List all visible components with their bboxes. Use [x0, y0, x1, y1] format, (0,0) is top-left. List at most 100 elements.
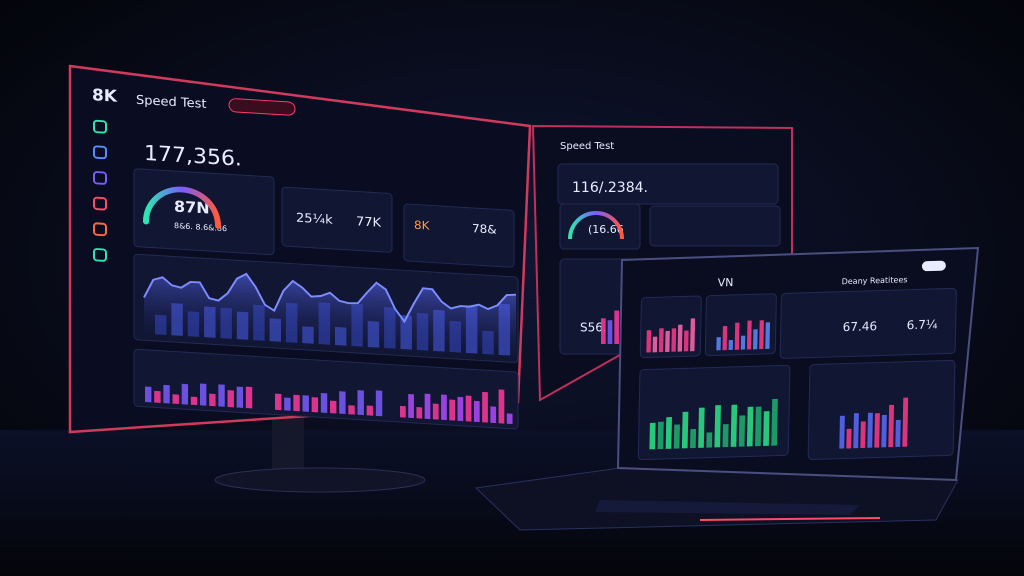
decor-bar — [763, 411, 770, 446]
decor-bar — [730, 404, 738, 447]
laptop-screen: VN Deany Reatitees 67.46 6.7¼ — [637, 260, 957, 461]
side-app-title: Speed Test — [560, 141, 614, 152]
decor-bar — [339, 391, 346, 415]
decor-bar — [698, 407, 705, 448]
decor-bar — [753, 329, 758, 350]
decor-bar — [236, 386, 244, 408]
decor-bar — [449, 399, 456, 421]
laptop-label: VN — [718, 276, 734, 289]
decor-bar — [473, 400, 480, 423]
decor-bar — [408, 394, 414, 419]
decor-bar — [181, 383, 189, 405]
decor-bar — [846, 428, 852, 449]
decor-bar — [746, 320, 752, 350]
decor-bar — [209, 393, 216, 407]
decor-bar — [432, 403, 439, 420]
decor-bar — [311, 397, 319, 413]
decor-bar — [714, 405, 721, 448]
panel-title: Deany Reatitees — [842, 275, 908, 286]
decor-bar — [200, 383, 207, 406]
decor-bar — [601, 318, 606, 344]
card — [779, 287, 957, 359]
nav-icon — [93, 171, 107, 185]
decor-bar — [690, 318, 696, 352]
gauge-arc — [568, 211, 624, 240]
decor-bar — [357, 390, 364, 416]
side-gauge-value: (16.66 — [588, 223, 624, 236]
stat: 78& — [472, 221, 497, 236]
decor-bar — [728, 340, 734, 351]
card — [281, 186, 393, 253]
decor-bar — [190, 396, 198, 406]
decor-bar — [330, 400, 337, 414]
nav-icon — [93, 119, 107, 134]
decor-bar — [681, 411, 689, 449]
decor-bar — [738, 415, 746, 447]
nav-icon — [93, 145, 107, 160]
toggle — [921, 260, 946, 272]
decor-bar — [853, 413, 859, 449]
decor-bar — [163, 384, 170, 404]
decor-bar — [673, 424, 680, 449]
decor-bar — [665, 417, 672, 449]
decor-bar — [671, 328, 677, 352]
decor-bar — [646, 330, 652, 353]
decor-bar — [677, 324, 683, 352]
gauge-arc — [143, 186, 221, 229]
decor-bar — [218, 384, 225, 407]
decor-bar — [293, 394, 300, 412]
side-value: S56. — [580, 321, 607, 335]
monitor-base — [214, 467, 426, 493]
decor-bar — [722, 326, 728, 351]
nav-icon — [93, 248, 107, 262]
decor-bar — [902, 397, 909, 447]
decor-bar — [683, 330, 689, 352]
decor-bar — [465, 395, 472, 422]
main-monitor-screen: 8K Speed Test 177,356. 87N 8&6. 8.6&.86 … — [92, 86, 519, 430]
decor-bar — [145, 386, 152, 403]
card — [557, 163, 779, 205]
decor-bar — [759, 320, 764, 350]
decor-bar — [416, 407, 423, 419]
decor-bar — [658, 328, 664, 353]
main-value: 177,356. — [144, 141, 242, 171]
gauge-value: 87N — [174, 198, 210, 218]
decor-bar — [652, 336, 658, 353]
decor-bar — [506, 413, 513, 425]
decor-bar — [457, 396, 464, 422]
laptop-glow — [699, 517, 881, 521]
laptop-keyboard — [595, 500, 860, 515]
decor-bar — [657, 421, 664, 450]
decor-bar — [348, 405, 355, 415]
stat: 77K — [356, 214, 382, 230]
decor-bar — [284, 397, 291, 411]
card — [403, 203, 515, 268]
laptop-stat: 67.46 — [843, 319, 878, 334]
decor-bar — [400, 405, 406, 418]
decor-bar — [275, 393, 282, 411]
decor-bar — [490, 406, 497, 424]
decor-bar — [888, 404, 895, 448]
gauge-caption: 8&6. 8.6&.86 — [174, 221, 227, 233]
decor-bar — [227, 390, 234, 408]
brand: 8K — [92, 86, 118, 106]
search-pill — [228, 98, 296, 116]
decor-bar — [690, 429, 697, 449]
decor-bar — [441, 394, 447, 421]
decor-bar — [881, 414, 887, 448]
card — [807, 359, 956, 460]
nav-icon — [93, 196, 107, 211]
decor-bar — [498, 389, 505, 424]
decor-bar — [722, 424, 729, 448]
decor-bar — [482, 391, 488, 423]
decor-bar — [874, 413, 880, 448]
decor-bar — [366, 405, 374, 416]
decor-bar — [895, 419, 901, 447]
decor-bar — [302, 395, 309, 412]
stat: 25¼k — [296, 210, 333, 227]
decor-bar — [245, 386, 253, 409]
decor-bar — [154, 390, 161, 403]
card — [649, 205, 781, 247]
